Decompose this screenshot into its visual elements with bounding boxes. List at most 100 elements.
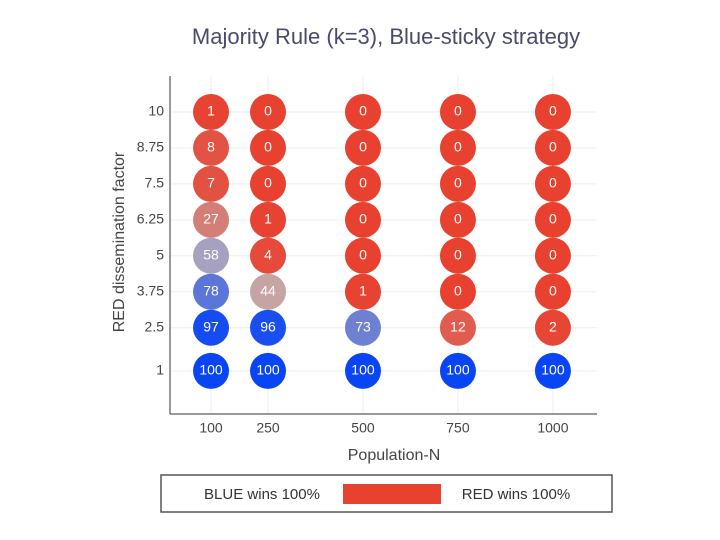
- data-label: 97: [203, 318, 219, 334]
- data-label: 0: [549, 175, 557, 191]
- y-tick-label: 8.75: [137, 139, 164, 155]
- y-tick-label: 3.75: [137, 282, 164, 298]
- x-axis-label: Population-N: [348, 447, 441, 464]
- bubble: [344, 273, 381, 310]
- data-label: 27: [203, 211, 219, 227]
- bubble: [344, 237, 381, 274]
- bubble: [344, 309, 381, 346]
- data-label: 0: [549, 139, 557, 155]
- bubble: [534, 201, 571, 238]
- colorbar: [343, 484, 441, 504]
- data-label: 0: [549, 103, 557, 119]
- data-label: 44: [260, 282, 276, 298]
- y-tick-label: 7.5: [145, 175, 165, 191]
- data-label: 100: [199, 362, 223, 378]
- data-label: 100: [541, 362, 565, 378]
- data-label: 0: [359, 175, 367, 191]
- bubble: [193, 201, 230, 238]
- data-label: 0: [454, 282, 462, 298]
- bubble: [534, 129, 571, 166]
- bubble: [439, 201, 476, 238]
- bubble: [439, 165, 476, 202]
- bubble: [250, 201, 287, 238]
- bubble: [250, 273, 287, 310]
- data-label: 0: [454, 175, 462, 191]
- bubble: [250, 129, 287, 166]
- data-label: 73: [355, 318, 371, 334]
- bubble: [250, 93, 287, 130]
- data-label: 0: [454, 211, 462, 227]
- data-label: 100: [256, 362, 280, 378]
- data-label: 12: [450, 318, 466, 334]
- bubble: [193, 165, 230, 202]
- bubble: [534, 273, 571, 310]
- data-label: 0: [359, 211, 367, 227]
- data-label: 58: [203, 246, 219, 262]
- bubble: [250, 352, 287, 389]
- legend-box: [160, 474, 613, 513]
- bubble: [439, 129, 476, 166]
- bubble: [439, 309, 476, 346]
- y-tick-label: 6.25: [137, 211, 164, 227]
- bubble: [193, 309, 230, 346]
- data-label: 8: [207, 139, 215, 155]
- bubble: [344, 129, 381, 166]
- bubble: [439, 237, 476, 274]
- bubble: [250, 165, 287, 202]
- data-label: 100: [351, 362, 375, 378]
- data-label: 1: [207, 103, 215, 119]
- y-tick-label: 10: [148, 103, 164, 119]
- bubble: [193, 273, 230, 310]
- data-label: 0: [549, 246, 557, 262]
- data-label: 0: [454, 246, 462, 262]
- bubble: [439, 352, 476, 389]
- bubble: [193, 93, 230, 130]
- data-label: 0: [549, 211, 557, 227]
- data-label: 2: [549, 318, 557, 334]
- data-label: 1: [264, 211, 272, 227]
- data-label: 0: [359, 103, 367, 119]
- data-label: 0: [264, 175, 272, 191]
- data-label: 0: [454, 103, 462, 119]
- data-label: 100: [446, 362, 470, 378]
- bubble: [193, 352, 230, 389]
- bubble: [439, 93, 476, 130]
- x-tick-label: 500: [351, 420, 375, 436]
- bubble: [193, 129, 230, 166]
- bubble: [250, 237, 287, 274]
- data-label: 78: [203, 282, 219, 298]
- bubble: [344, 201, 381, 238]
- data-label: 1: [359, 282, 367, 298]
- bubble: [344, 165, 381, 202]
- y-tick-label: 1: [156, 362, 164, 378]
- bubble: [534, 309, 571, 346]
- y-tick-label: 2.5: [145, 318, 165, 334]
- y-axis-label: RED dissemination factor: [111, 151, 128, 332]
- x-tick-label: 100: [199, 420, 223, 436]
- x-tick-label: 1000: [537, 420, 568, 436]
- data-label: 0: [454, 139, 462, 155]
- bubble: [344, 93, 381, 130]
- chart-title: Majority Rule (k=3), Blue-sticky strateg…: [192, 24, 580, 49]
- bubble: [439, 273, 476, 310]
- data-label: 4: [264, 246, 272, 262]
- data-label: 0: [359, 139, 367, 155]
- bubble: [193, 237, 230, 274]
- data-label: 0: [264, 139, 272, 155]
- bubble: [250, 309, 287, 346]
- data-label: 0: [264, 103, 272, 119]
- x-tick-label: 250: [256, 420, 280, 436]
- data-label: 0: [359, 246, 367, 262]
- data-label: 96: [260, 318, 276, 334]
- colorbar-label: BLUE wins 100%: [204, 486, 320, 503]
- bubble: [534, 237, 571, 274]
- y-tick-label: 5: [156, 246, 164, 262]
- bubble: [344, 352, 381, 389]
- data-label: 0: [549, 282, 557, 298]
- bubble: [534, 93, 571, 130]
- bubble: [534, 165, 571, 202]
- x-tick-label: 750: [446, 420, 470, 436]
- bubble: [534, 352, 571, 389]
- colorbar-label: RED wins 100%: [462, 486, 570, 503]
